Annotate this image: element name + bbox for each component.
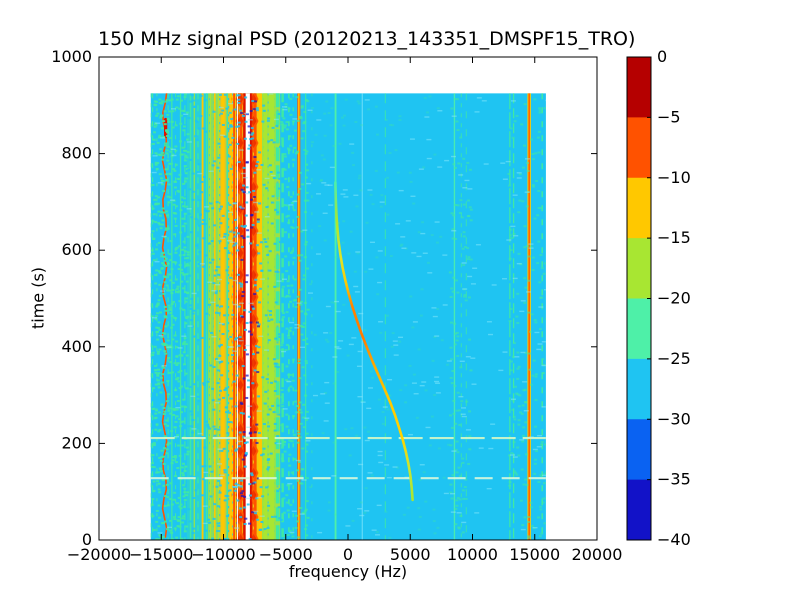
colorbar-tick-label: −35 (657, 470, 691, 489)
colorbar-tick-label: 0 (657, 47, 667, 66)
colorbar-tick-label: −20 (657, 289, 691, 308)
colorbar-tick-label: −15 (657, 228, 691, 247)
x-tick-label: −15000 (129, 545, 193, 564)
chart-title: 150 MHz signal PSD (20120213_143351_DMSP… (98, 28, 636, 50)
y-tick-label: 600 (61, 240, 92, 259)
x-tick-label: 10000 (447, 545, 498, 564)
x-tick-label: −10000 (191, 545, 255, 564)
colorbar-tick-label: −25 (657, 349, 691, 368)
y-tick-label: 400 (61, 337, 92, 356)
x-axis-label: frequency (Hz) (288, 562, 408, 581)
x-tick-label: 15000 (509, 545, 560, 564)
y-tick-label: 800 (61, 144, 92, 163)
colorbar-tick-label: −40 (657, 530, 691, 549)
axis-ticks (98, 56, 598, 541)
y-tick-label: 0 (82, 530, 92, 549)
colorbar-tick-label: −10 (657, 168, 691, 187)
y-tick-label: 1000 (51, 47, 92, 66)
x-tick-label: 20000 (572, 545, 623, 564)
heatmap-data (150, 93, 546, 540)
x-tick-label: −20000 (67, 545, 131, 564)
x-tick-label: 0 (343, 545, 353, 564)
colorbar-tick-label: −30 (657, 409, 691, 428)
tick-labels: −20000−15000−10000 −5000 0 5000 10000 15000 20… (51, 47, 622, 564)
colorbar-tick-label: −5 (657, 107, 681, 126)
y-axis-label: time (s) (28, 266, 48, 330)
x-tick-label: 5000 (390, 545, 431, 564)
x-tick-label: −5000 (259, 545, 313, 564)
doppler-curve (334, 181, 414, 502)
y-tick-label: 200 (61, 433, 92, 452)
colorbar: 0 −5 −10 −15 −20 −25 −30 −35 −40 (626, 47, 691, 549)
